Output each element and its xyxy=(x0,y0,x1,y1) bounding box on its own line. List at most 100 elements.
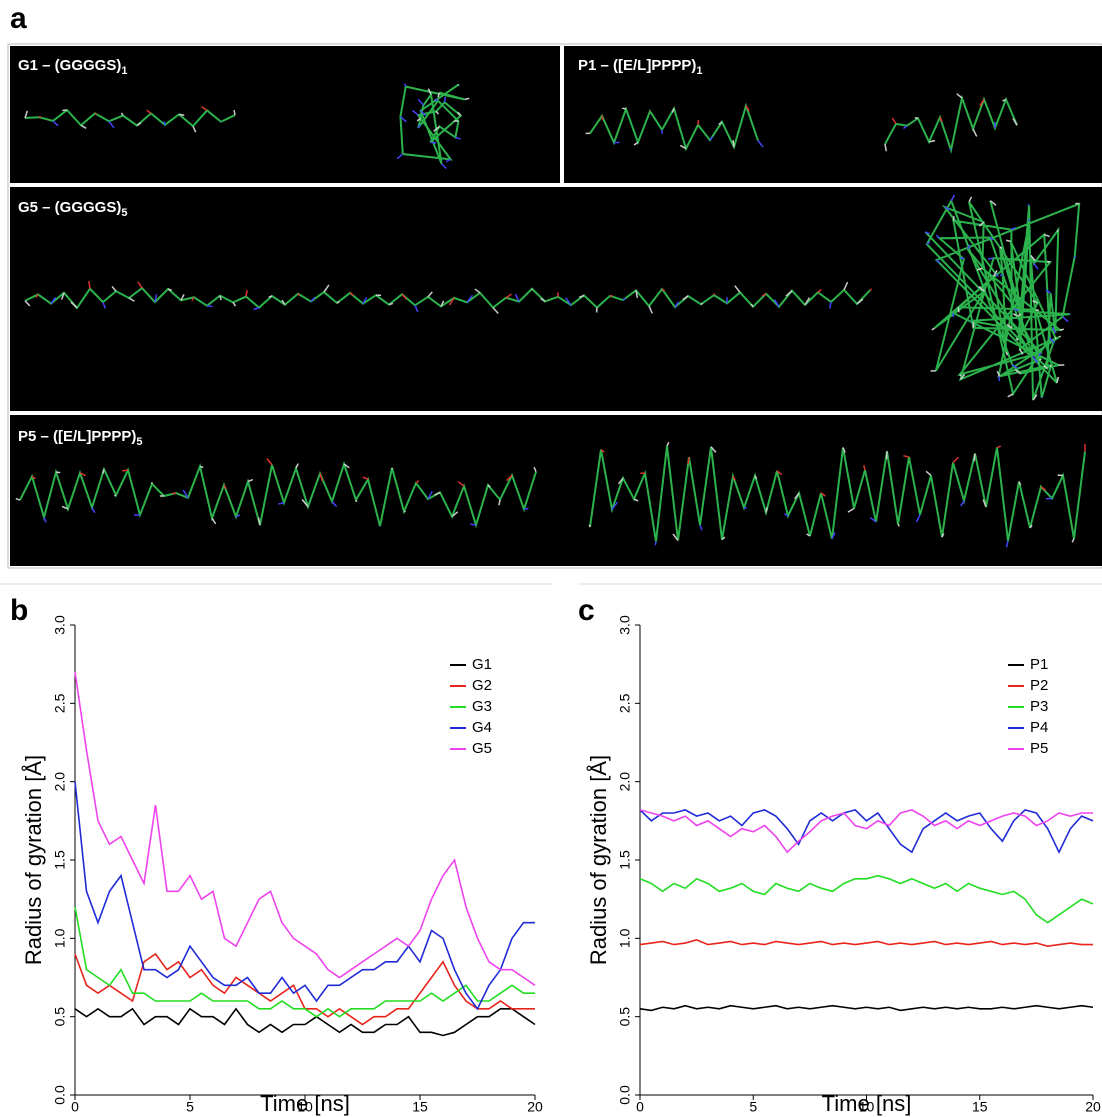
molecule-bond xyxy=(734,285,741,293)
molecule-bond xyxy=(600,448,605,453)
molecule-bond xyxy=(415,480,420,484)
molecule-bond xyxy=(996,370,1001,377)
molecule-bond xyxy=(618,477,624,485)
molecule-bond xyxy=(679,144,687,150)
y-axis-label: Radius of gyration [Å] xyxy=(586,755,611,965)
molecule-bond xyxy=(180,294,185,301)
y-tick-label: 1.5 xyxy=(52,850,68,870)
molecule-bond xyxy=(437,92,440,98)
molecule-bond xyxy=(1049,364,1052,368)
legend-label: P4 xyxy=(1030,719,1048,736)
molecule-bond xyxy=(523,507,529,511)
molecule-bond xyxy=(710,446,717,453)
molecule-bond xyxy=(992,270,998,277)
molecule-backbone xyxy=(24,286,871,310)
molecule-bond xyxy=(1005,239,1011,243)
molecule-bond xyxy=(978,286,986,292)
molecule-bond xyxy=(451,511,459,518)
molecule-bond xyxy=(817,288,822,293)
molecule-bond xyxy=(182,489,189,499)
molecule-bond xyxy=(732,140,735,148)
molecule-bond xyxy=(114,494,117,497)
molecule-bond xyxy=(1041,396,1043,399)
molecule-bond xyxy=(430,141,437,144)
molecule-bond xyxy=(319,473,324,482)
molecule-bond xyxy=(247,478,254,483)
molecule-bond xyxy=(331,500,338,508)
molecule-bond xyxy=(55,471,61,474)
molecule-bond xyxy=(94,112,98,116)
molecule-bond xyxy=(935,234,940,239)
molecule-bond xyxy=(1071,538,1075,543)
structure-image xyxy=(10,415,1102,566)
molecule-bond xyxy=(474,288,481,294)
molecule-bond xyxy=(926,241,931,245)
molecule-bond xyxy=(464,97,470,101)
molecule-bond xyxy=(982,499,987,508)
molecule-bond xyxy=(80,124,87,129)
molecule-bond xyxy=(1043,233,1050,238)
data-line xyxy=(74,906,535,1018)
molecule-bond xyxy=(417,124,422,129)
molecule-bond xyxy=(163,121,166,126)
molecule-bond xyxy=(108,120,115,129)
molecule-bond xyxy=(995,273,999,277)
molecule-bond xyxy=(443,96,447,103)
molecule-bond xyxy=(1058,335,1062,338)
molecule-bond xyxy=(847,507,855,513)
molecule-bond xyxy=(336,300,340,304)
y-tick-label: 1.5 xyxy=(617,850,633,870)
molecule-bond xyxy=(1032,394,1038,401)
y-tick-label: 0.5 xyxy=(617,1007,633,1027)
molecule-bond xyxy=(191,296,195,302)
molecule-backbone xyxy=(19,460,537,529)
molecule-bond xyxy=(891,117,897,125)
data-line xyxy=(639,808,1094,855)
molecule-bond xyxy=(969,320,972,323)
structure-image xyxy=(10,187,1102,411)
molecule-bond xyxy=(1038,358,1042,361)
molecule-bond xyxy=(492,307,499,314)
molecule-bond xyxy=(427,490,433,500)
molecule-bond xyxy=(565,297,572,306)
image-title: P5 – ([E/L]PPPP)5 xyxy=(18,428,142,448)
molecule-bond xyxy=(91,507,96,514)
data-line xyxy=(639,939,1093,947)
legend-label: P2 xyxy=(1030,677,1048,694)
molecule-bond xyxy=(399,115,407,123)
image-title: G1 – (GGGGS)1 xyxy=(18,57,127,77)
molecule-bond xyxy=(192,125,197,133)
molecule-bond xyxy=(1011,364,1018,369)
molecule-bond xyxy=(721,536,726,541)
molecule-bond xyxy=(122,469,129,472)
molecule-bond xyxy=(514,293,520,302)
molecule-bond xyxy=(1049,337,1055,344)
molecule-backbone xyxy=(24,108,236,128)
molecule-bond xyxy=(128,297,135,302)
molecule-bond xyxy=(654,541,657,546)
molecule-bond xyxy=(533,466,537,473)
panel-label: c xyxy=(578,594,595,627)
y-tick-label: 2.5 xyxy=(617,693,633,713)
molecule-bond xyxy=(111,286,117,292)
molecule-bond xyxy=(973,453,976,462)
molecule-bond xyxy=(457,111,462,117)
molecule-bond xyxy=(404,83,407,87)
molecule-bond xyxy=(1017,313,1022,317)
molecule-bond xyxy=(1074,256,1077,259)
molecule-bond xyxy=(1030,254,1036,262)
molecule-bond xyxy=(622,297,626,301)
molecule-bond xyxy=(414,305,419,313)
molecule-bond xyxy=(268,295,273,299)
y-tick-label: 2.5 xyxy=(52,693,68,713)
molecule-bond xyxy=(310,296,316,302)
molecule-bond xyxy=(804,297,811,306)
molecule-bond xyxy=(199,465,204,469)
molecule-bond xyxy=(457,480,465,487)
molecule-bond xyxy=(674,301,680,308)
molecule-bond xyxy=(672,533,679,541)
x-tick-label: 5 xyxy=(186,1099,194,1115)
image-title: P1 – ([E/L]PPPP)1 xyxy=(578,57,702,77)
molecule-bond xyxy=(966,244,971,250)
